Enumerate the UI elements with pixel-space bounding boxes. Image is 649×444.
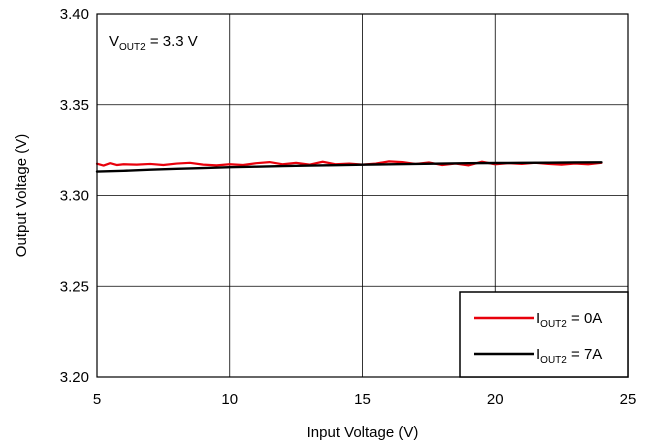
series-lines xyxy=(95,160,603,173)
legend: IOUT2 = 0A IOUT2 = 7A xyxy=(459,291,629,378)
legend-7a-subscript: OUT2 xyxy=(540,355,567,366)
plot-area-frame xyxy=(96,13,629,378)
annotation-value: = 3.3 V xyxy=(146,33,198,50)
legend-label-7a: IOUT2 = 7A xyxy=(536,346,602,366)
x-axis-title: Input Voltage (V) xyxy=(307,424,419,441)
vout-annotation: VOUT2 = 3.3 V xyxy=(109,33,198,53)
grid xyxy=(97,14,628,377)
y-tick-label: 3.25 xyxy=(60,278,89,295)
y-tick-label: 3.30 xyxy=(60,188,89,205)
legend-7a-main: I xyxy=(536,346,540,363)
x-tick-label: 20 xyxy=(487,391,504,408)
annotation-main: V xyxy=(109,33,119,50)
legend-0a-subscript: OUT2 xyxy=(540,319,567,330)
series-line-iout2-7a xyxy=(95,161,603,173)
legend-7a-value: = 7A xyxy=(567,346,602,363)
y-tick-label: 3.20 xyxy=(60,369,89,386)
y-axis-title: Output Voltage (V) xyxy=(13,134,30,257)
annotation-subscript: OUT2 xyxy=(119,42,146,53)
legend-box xyxy=(459,291,629,378)
x-tick-label: 15 xyxy=(354,391,371,408)
tick-labels: 5 10 15 20 25 3.20 3.25 3.30 3.35 3.40 xyxy=(60,6,637,408)
x-tick-label: 5 xyxy=(93,391,101,408)
legend-label-0a: IOUT2 = 0A xyxy=(536,310,602,330)
x-tick-label: 10 xyxy=(221,391,238,408)
legend-0a-value: = 0A xyxy=(567,310,602,327)
y-tick-label: 3.35 xyxy=(60,97,89,114)
legend-0a-main: I xyxy=(536,310,540,327)
x-tick-label: 25 xyxy=(620,391,637,408)
y-tick-label: 3.40 xyxy=(60,6,89,23)
annotation-box xyxy=(98,15,226,57)
